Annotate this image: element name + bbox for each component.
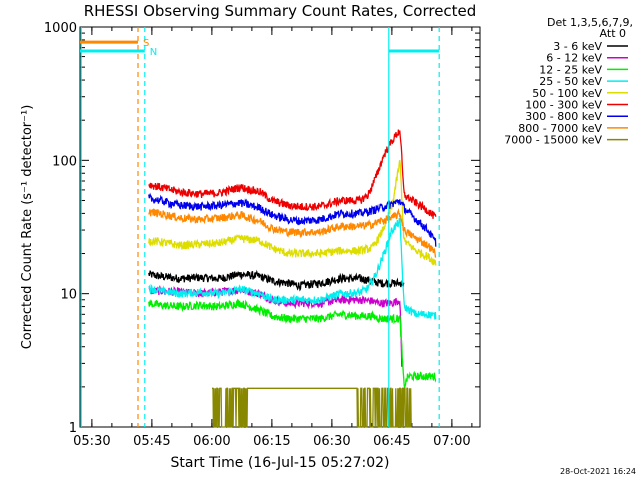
series-line-7000-15000keV [212,387,412,428]
legend-header-detectors: Det 1,3,5,6,7,9, [547,16,633,29]
series-line-100-300keV [148,129,437,219]
x-tick-label: 07:00 [433,434,470,449]
plot-frame [79,26,481,428]
legend-header-attenuator: Att 0 [600,27,626,40]
y-tick-label: 1 [69,421,77,436]
x-tick-labels: 05:30 05:45 06:00 06:15 06:30 06:45 07:00 [73,434,470,449]
legend-label: 6 - 12 keV [546,52,602,65]
x-tick-label: 06:30 [313,434,350,449]
status-bar-label: S [143,38,149,49]
series-line-800-7000keV [148,207,437,258]
status-bar-label: N [150,47,157,58]
x-axis-label: Start Time (16-Jul-15 05:27:02) [170,455,389,471]
series-line-3-6keV [148,269,405,292]
chart-title: RHESSI Observing Summary Count Rates, Co… [84,2,477,20]
legend-label: 25 - 50 keV [539,75,602,88]
x-tick-label: 05:30 [73,434,110,449]
x-tick-label: 06:45 [373,434,410,449]
legend-label: 800 - 7000 keV [518,122,602,135]
y-tick-labels: 1 10 100 1000 [44,21,77,436]
series-line-12-25keV [148,298,437,389]
legend-label: 300 - 800 keV [525,110,602,123]
series-layer [148,129,437,428]
legend-label: 50 - 100 keV [532,87,602,100]
legend-label: 12 - 25 keV [539,63,602,76]
plot-timestamp: 28-Oct-2021 16:24 [560,467,636,476]
y-tick-label: 100 [52,154,77,169]
legend-label: 7000 - 15000 keV [504,134,602,147]
status-layer: SN [80,38,440,58]
legend-label: 3 - 6 keV [553,40,602,53]
series-line-50-100keV [148,159,437,266]
marker-layer [80,27,440,427]
series-line-25-50keV [148,217,437,320]
y-tick-label: 1000 [44,21,77,36]
y-tick-label: 10 [60,288,77,303]
x-tick-label: 06:00 [193,434,230,449]
y-axis-label: Corrected Count Rate (s⁻¹ detector⁻¹) [20,105,35,350]
x-tick-label: 05:45 [133,434,170,449]
legend-label: 100 - 300 keV [525,99,602,112]
x-tick-label: 06:15 [253,434,290,449]
series-line-300-800keV [148,192,437,247]
